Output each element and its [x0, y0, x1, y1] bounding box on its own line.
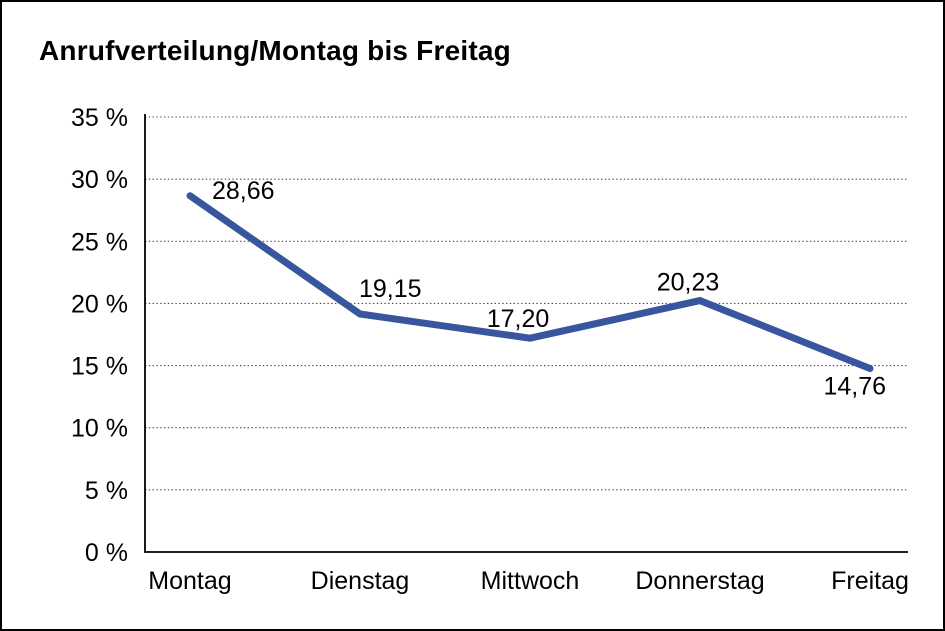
x-tick-label: Montag [148, 567, 231, 595]
x-tick-label: Dienstag [311, 567, 410, 595]
y-tick-label: 25 % [71, 228, 128, 256]
data-label: 20,23 [657, 269, 720, 297]
data-label: 19,15 [359, 275, 422, 303]
x-tick-label: Donnerstag [635, 567, 764, 595]
chart-title: Anrufverteilung/Montag bis Freitag [39, 35, 511, 66]
y-tick-label: 30 % [71, 166, 128, 194]
data-label: 14,76 [823, 373, 886, 401]
y-tick-label: 5 % [85, 477, 128, 505]
y-tick-label: 10 % [71, 415, 128, 443]
y-tick-label: 20 % [71, 290, 128, 318]
series-line [186, 192, 874, 373]
x-tick-label: Mittwoch [481, 567, 580, 595]
x-tick-label: Freitag [831, 567, 909, 595]
y-tick-label: 35 % [71, 104, 128, 132]
y-tick-label: 15 % [71, 353, 128, 381]
data-label: 17,20 [487, 305, 550, 333]
y-tick-label: 0 % [85, 539, 128, 567]
data-label: 28,66 [212, 177, 275, 205]
